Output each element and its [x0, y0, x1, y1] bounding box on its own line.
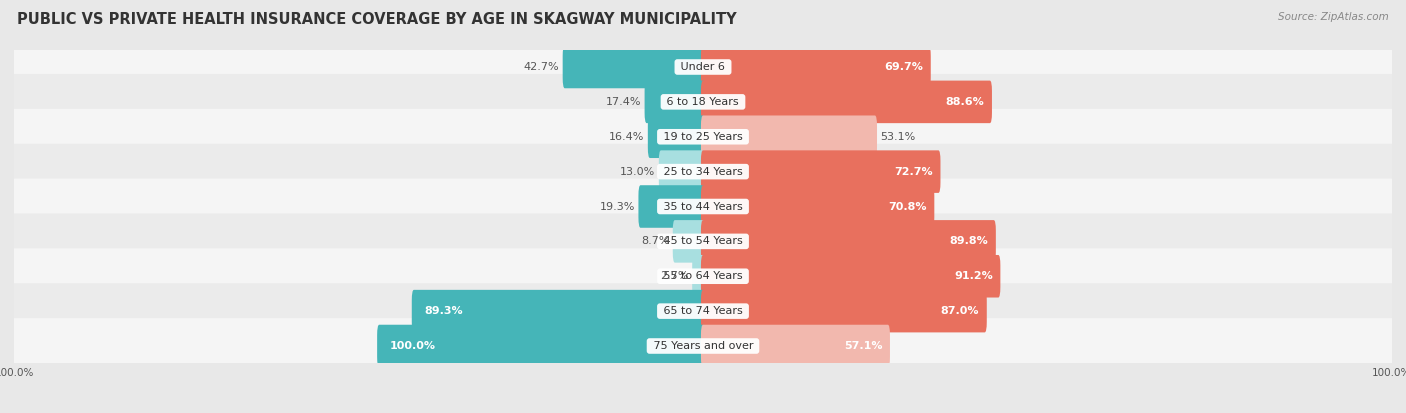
Text: 8.7%: 8.7% [641, 236, 669, 247]
FancyBboxPatch shape [13, 318, 1393, 374]
Text: 17.4%: 17.4% [606, 97, 641, 107]
FancyBboxPatch shape [13, 248, 1393, 304]
Text: 72.7%: 72.7% [894, 166, 934, 177]
Text: 45 to 54 Years: 45 to 54 Years [659, 236, 747, 247]
Text: Under 6: Under 6 [678, 62, 728, 72]
FancyBboxPatch shape [702, 81, 993, 123]
FancyBboxPatch shape [702, 150, 941, 193]
Text: 57.1%: 57.1% [844, 341, 883, 351]
FancyBboxPatch shape [702, 290, 987, 332]
Text: 35 to 44 Years: 35 to 44 Years [659, 202, 747, 211]
Text: 19.3%: 19.3% [599, 202, 636, 211]
FancyBboxPatch shape [702, 185, 935, 228]
FancyBboxPatch shape [13, 109, 1393, 165]
FancyBboxPatch shape [702, 325, 890, 367]
Text: 65 to 74 Years: 65 to 74 Years [659, 306, 747, 316]
Text: 2.7%: 2.7% [661, 271, 689, 281]
FancyBboxPatch shape [702, 220, 995, 263]
Text: 19 to 25 Years: 19 to 25 Years [659, 132, 747, 142]
FancyBboxPatch shape [638, 185, 704, 228]
Text: 16.4%: 16.4% [609, 132, 644, 142]
FancyBboxPatch shape [644, 81, 704, 123]
FancyBboxPatch shape [377, 325, 704, 367]
Text: 53.1%: 53.1% [880, 132, 915, 142]
Text: 70.8%: 70.8% [889, 202, 927, 211]
Text: 89.3%: 89.3% [425, 306, 463, 316]
Text: 75 Years and over: 75 Years and over [650, 341, 756, 351]
Text: 89.8%: 89.8% [949, 236, 988, 247]
Text: 25 to 34 Years: 25 to 34 Years [659, 166, 747, 177]
Text: 69.7%: 69.7% [884, 62, 924, 72]
FancyBboxPatch shape [702, 116, 877, 158]
FancyBboxPatch shape [13, 39, 1393, 95]
FancyBboxPatch shape [659, 150, 704, 193]
FancyBboxPatch shape [13, 144, 1393, 199]
Text: 88.6%: 88.6% [946, 97, 984, 107]
FancyBboxPatch shape [672, 220, 704, 263]
Text: PUBLIC VS PRIVATE HEALTH INSURANCE COVERAGE BY AGE IN SKAGWAY MUNICIPALITY: PUBLIC VS PRIVATE HEALTH INSURANCE COVER… [17, 12, 737, 27]
Text: 100.0%: 100.0% [389, 341, 436, 351]
FancyBboxPatch shape [702, 46, 931, 88]
Text: 6 to 18 Years: 6 to 18 Years [664, 97, 742, 107]
FancyBboxPatch shape [412, 290, 704, 332]
Text: 13.0%: 13.0% [620, 166, 655, 177]
FancyBboxPatch shape [692, 255, 704, 297]
FancyBboxPatch shape [13, 74, 1393, 130]
FancyBboxPatch shape [13, 178, 1393, 235]
Text: Source: ZipAtlas.com: Source: ZipAtlas.com [1278, 12, 1389, 22]
Text: 87.0%: 87.0% [941, 306, 979, 316]
Text: 91.2%: 91.2% [955, 271, 993, 281]
FancyBboxPatch shape [648, 116, 704, 158]
FancyBboxPatch shape [13, 283, 1393, 339]
FancyBboxPatch shape [13, 214, 1393, 269]
FancyBboxPatch shape [702, 255, 1001, 297]
Text: 55 to 64 Years: 55 to 64 Years [659, 271, 747, 281]
Text: 42.7%: 42.7% [523, 62, 560, 72]
FancyBboxPatch shape [562, 46, 704, 88]
